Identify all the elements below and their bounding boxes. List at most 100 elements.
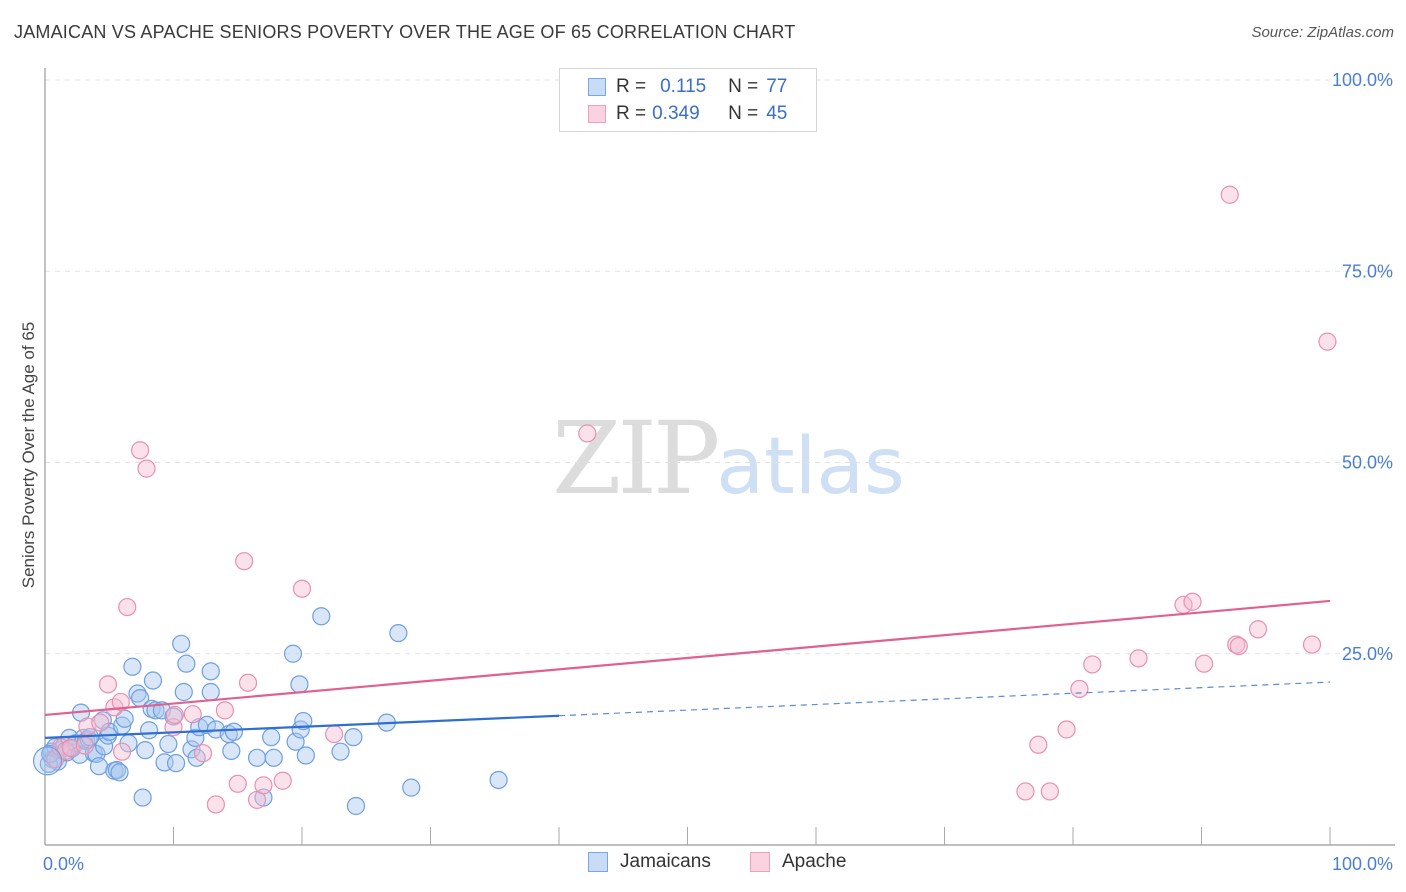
point-apache (1318, 332, 1337, 351)
trend-line-apache (44, 599, 1331, 717)
point-apache (1070, 679, 1089, 699)
point-jamaicans (201, 682, 220, 702)
y-tick-label: 25.0% (1342, 644, 1393, 664)
point-jamaicans (402, 778, 421, 797)
point-apache (130, 441, 150, 460)
watermark-zip: ZIP (552, 400, 720, 517)
point-apache (91, 713, 110, 732)
point-jamaicans (222, 741, 241, 761)
data-points (32, 185, 1337, 816)
point-apache (183, 705, 202, 724)
point-jamaicans (186, 728, 205, 748)
point-jamaicans (133, 788, 152, 807)
point-apache (111, 692, 130, 712)
axes (44, 68, 1395, 846)
point-apache (254, 776, 273, 795)
point-apache (1129, 649, 1148, 668)
point-apache (228, 774, 247, 793)
point-jamaicans (172, 634, 191, 653)
point-apache (206, 795, 226, 814)
legend-r-label: R = (616, 103, 647, 124)
bottom-legend-label-jamaicans: Jamaicans (620, 851, 711, 872)
point-apache (118, 597, 137, 617)
point-jamaicans (294, 711, 313, 731)
y-tick-label: 75.0% (1342, 261, 1393, 281)
y-axis-label: Seniors Poverty Over the Age of 65 (19, 322, 38, 588)
point-apache (1083, 655, 1102, 674)
point-jamaicans (177, 654, 196, 673)
point-apache (1057, 720, 1076, 739)
y-tick-label: 50.0% (1342, 453, 1393, 473)
legend-row-jamaicans: R = 0.115 N = 77 (588, 74, 787, 100)
point-apache (112, 742, 132, 761)
point-jamaicans (143, 671, 163, 690)
point-apache (193, 744, 213, 763)
point-jamaicans (166, 754, 186, 773)
point-jamaicans (201, 662, 220, 681)
y-tick-label: 100.0% (1332, 70, 1393, 90)
point-jamaicans (159, 734, 178, 754)
point-jamaicans (283, 644, 303, 663)
point-apache (578, 424, 597, 443)
point-apache (235, 552, 254, 571)
trend-lines (44, 599, 1331, 739)
point-jamaicans (174, 682, 193, 702)
point-apache (61, 738, 80, 757)
legend-row-apache: R = 0.349 N = 45 (588, 101, 787, 127)
point-apache (1029, 735, 1048, 754)
trend-line-jamaicans (44, 714, 560, 739)
watermark-atlas: atlas (716, 422, 905, 512)
point-apache (1220, 185, 1239, 204)
point-jamaicans (115, 709, 134, 728)
point-jamaicans (344, 728, 363, 747)
point-apache (98, 675, 118, 694)
point-apache (75, 736, 94, 755)
point-jamaicans (89, 757, 109, 776)
legend-n-value: 77 (766, 76, 788, 97)
point-apache (137, 459, 156, 478)
axis-labels: 25.0% 50.0% 75.0% 100.0% 0.0% 100.0% Seniors P… (19, 70, 1393, 874)
bottom-legend-swatch-jamaicans (588, 852, 608, 872)
legend: R = 0.115 N = 77 R = 0.349 N = 45 (559, 68, 817, 132)
legend-r-label: R = (616, 76, 647, 97)
point-jamaicans (187, 748, 206, 767)
bottom-legend-label-apache: Apache (782, 851, 847, 872)
bottom-legend-apache: Apache (750, 851, 846, 873)
point-jamaicans (41, 744, 60, 764)
point-jamaicans (136, 741, 155, 760)
point-apache (238, 673, 258, 692)
point-jamaicans (247, 748, 267, 767)
point-apache (292, 579, 312, 598)
legend-swatch-jamaicans (588, 78, 606, 96)
point-jamaicans (489, 770, 508, 790)
point-apache (1194, 654, 1214, 673)
legend-r-value: 0.115 (660, 76, 707, 97)
bottom-legend-swatch-apache (750, 852, 770, 872)
source-label: Source: ZipAtlas.com (1251, 24, 1394, 41)
watermark: ZIPatlas (552, 400, 905, 517)
point-jamaicans (123, 657, 142, 676)
point-jamaicans (107, 760, 127, 780)
point-jamaicans (197, 715, 217, 734)
point-jamaicans (262, 728, 281, 747)
point-jamaicans (110, 763, 129, 782)
point-apache (1016, 782, 1035, 801)
point-jamaicans (290, 675, 309, 694)
trend-line-jamaicans-extension (558, 681, 1331, 717)
x-tick-label: 100.0% (1332, 854, 1393, 874)
point-apache (215, 701, 234, 720)
point-apache (1248, 620, 1268, 639)
legend-n-label: N = (728, 103, 759, 124)
point-apache (1040, 782, 1059, 801)
point-jamaicans (32, 746, 63, 776)
bottom-legend-jamaicans: Jamaicans (588, 851, 711, 873)
point-apache (165, 705, 184, 725)
chart-title: JAMAICAN VS APACHE SENIORS POVERTY OVER … (14, 22, 796, 42)
point-jamaicans (312, 607, 331, 626)
point-apache (325, 724, 344, 744)
point-jamaicans (389, 623, 408, 643)
point-jamaicans (224, 722, 243, 741)
point-jamaicans (331, 742, 350, 761)
legend-r-value: 0.349 (652, 103, 700, 124)
